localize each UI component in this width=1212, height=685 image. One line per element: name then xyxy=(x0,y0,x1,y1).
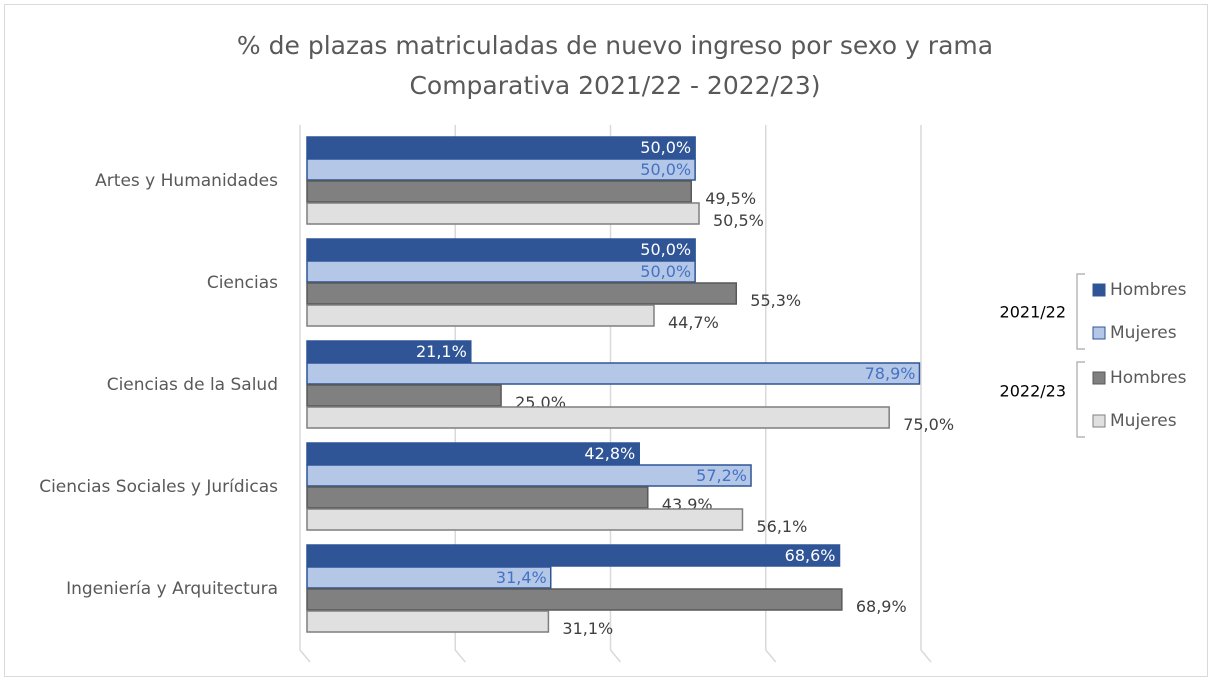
legend-label: Hombres xyxy=(1110,368,1187,388)
bar xyxy=(306,180,692,203)
bar xyxy=(306,406,890,429)
value-label: 50,0% xyxy=(640,262,691,281)
grid-line-foot xyxy=(454,649,466,663)
bar xyxy=(306,260,696,283)
grid-line-foot xyxy=(920,649,932,663)
bar xyxy=(306,588,843,611)
bar xyxy=(306,202,700,225)
value-label: 56,1% xyxy=(756,517,807,536)
bar xyxy=(306,304,655,327)
value-label: 75,0% xyxy=(903,415,954,434)
legend-label: Mujeres xyxy=(1110,323,1177,343)
legend-swatch xyxy=(1092,371,1106,385)
bar xyxy=(306,362,921,385)
bar xyxy=(306,238,696,261)
category-label: Ciencias Sociales y Jurídicas xyxy=(39,477,278,497)
value-label: 50,0% xyxy=(640,160,691,179)
bar xyxy=(306,136,696,159)
value-label: 50,5% xyxy=(713,211,764,230)
value-label: 42,8% xyxy=(584,444,635,463)
bar xyxy=(306,610,550,633)
legend-swatch xyxy=(1092,283,1106,297)
value-label: 78,9% xyxy=(865,364,916,383)
category-label: Ciencias xyxy=(207,273,278,293)
legend-group-label: 2022/23 xyxy=(1000,382,1066,401)
value-label: 31,4% xyxy=(496,568,547,587)
bar xyxy=(306,442,640,465)
value-label: 68,6% xyxy=(785,546,836,565)
value-label: 50,0% xyxy=(640,138,691,157)
category-label: Ingeniería y Arquitectura xyxy=(66,579,278,599)
bar xyxy=(306,508,744,531)
value-label: 21,1% xyxy=(416,342,467,361)
legend-bracket xyxy=(1076,273,1085,350)
chart-subtitle: Comparativa 2021/22 - 2022/23) xyxy=(409,71,820,100)
grid-line-foot xyxy=(299,649,311,663)
bar xyxy=(306,464,752,487)
value-label: 31,1% xyxy=(562,619,613,638)
legend-label: Hombres xyxy=(1110,280,1187,300)
grid-line-foot xyxy=(609,649,622,663)
category-label: Ciencias de la Salud xyxy=(107,375,278,395)
value-label: 50,0% xyxy=(640,240,691,259)
bar xyxy=(306,544,841,567)
grid-line-foot xyxy=(765,649,777,663)
chart-border xyxy=(4,4,1208,677)
category-label: Artes y Humanidades xyxy=(95,171,278,191)
bar xyxy=(306,282,738,305)
value-label: 57,2% xyxy=(696,466,747,485)
legend-swatch xyxy=(1092,414,1106,428)
bar xyxy=(306,340,472,363)
legend-bracket xyxy=(1076,361,1085,438)
legend-group-label: 2021/22 xyxy=(1000,303,1066,322)
value-label: 44,7% xyxy=(668,313,719,332)
legend-swatch xyxy=(1092,326,1106,340)
bar xyxy=(306,566,552,589)
value-label: 49,5% xyxy=(705,189,756,208)
legend-label: Mujeres xyxy=(1110,411,1177,431)
value-label: 55,3% xyxy=(750,291,801,310)
bar xyxy=(306,384,502,407)
bar xyxy=(306,486,649,509)
value-label: 68,9% xyxy=(856,597,907,616)
chart-title: % de plazas matriculadas de nuevo ingres… xyxy=(237,31,993,60)
bar xyxy=(306,158,696,181)
